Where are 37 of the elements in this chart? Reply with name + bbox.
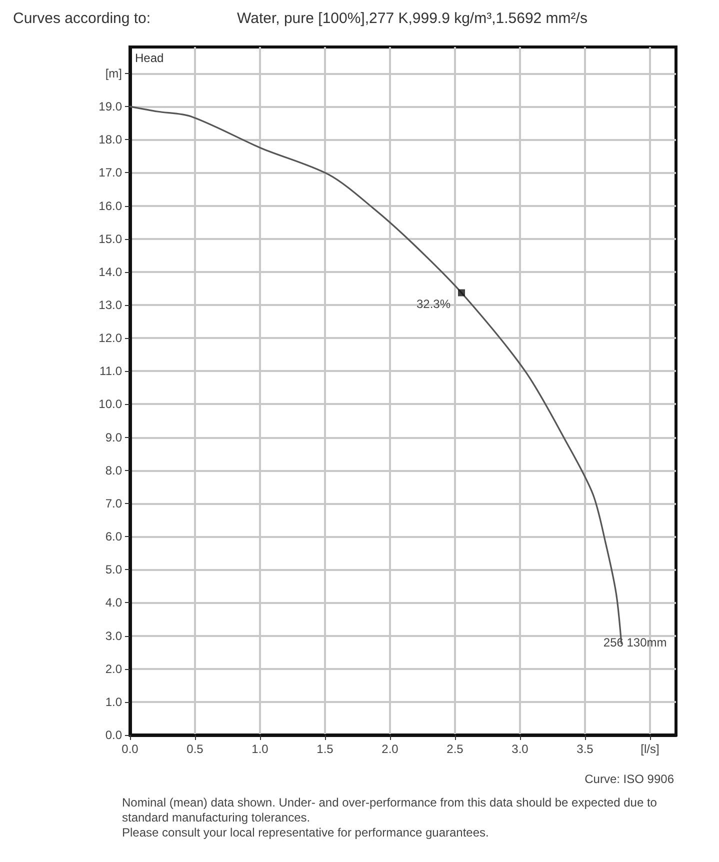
x-tick-label: 1.5 bbox=[316, 742, 334, 756]
annotation: 32.3% bbox=[416, 296, 451, 311]
y-tick-label: 5.0 bbox=[105, 562, 122, 577]
y-tick-label: 13.0 bbox=[98, 298, 122, 312]
y-tick-label: 10.0 bbox=[98, 397, 122, 412]
y-tick-label: 2.0 bbox=[105, 662, 122, 676]
y-tick-label: [m] bbox=[105, 66, 122, 80]
y-tick-label: 9.0 bbox=[105, 430, 122, 444]
text: Curve: ISO 9906 bbox=[584, 772, 674, 786]
y-tick-label: 17.0 bbox=[98, 166, 122, 180]
y-tick-label: 0.0 bbox=[105, 728, 122, 742]
chart-subtitle: Water, pure [100%],277 K,999.9 kg/m³,1.5692 mm²/s bbox=[237, 10, 588, 27]
y-tick-label: 15.0 bbox=[98, 232, 122, 246]
y-tick-label: 14.0 bbox=[98, 264, 122, 279]
text: Nominal (mean) data shown. Under- and over-performance from this data should be expected due to standard manufacturing tolerances. bbox=[122, 796, 660, 824]
y-tick-label: 18.0 bbox=[98, 132, 122, 147]
x-tick-label: 1.0 bbox=[252, 742, 269, 756]
y-tick-label: 19.0 bbox=[98, 100, 122, 114]
y-tick-label: 7.0 bbox=[105, 496, 122, 510]
y-tick-label: 8.0 bbox=[105, 463, 122, 478]
y-tick-label: 11.0 bbox=[100, 364, 122, 378]
y-tick-label: 12.0 bbox=[98, 331, 122, 346]
y-tick-label: 4.0 bbox=[105, 596, 122, 610]
y-axis-title: Head bbox=[135, 51, 164, 65]
x-tick-label: 0.5 bbox=[186, 742, 204, 756]
x-tick-label: 2.0 bbox=[382, 742, 399, 756]
x-tick-label: 3.5 bbox=[576, 742, 594, 756]
x-tick-label: [l/s] bbox=[640, 742, 660, 756]
chart-title: Curves according to: bbox=[13, 10, 151, 27]
text: Please consult your local representative for performance guarantees. bbox=[122, 826, 489, 840]
y-tick-label: 3.0 bbox=[105, 628, 122, 643]
y-tick-label: 16.0 bbox=[98, 198, 122, 213]
x-tick-label: 0.0 bbox=[122, 742, 139, 756]
x-tick-label: 2.5 bbox=[446, 742, 464, 756]
y-tick-label: 1.0 bbox=[105, 694, 122, 709]
x-tick-label: 3.0 bbox=[512, 742, 529, 756]
y-tick-label: 6.0 bbox=[105, 530, 122, 544]
